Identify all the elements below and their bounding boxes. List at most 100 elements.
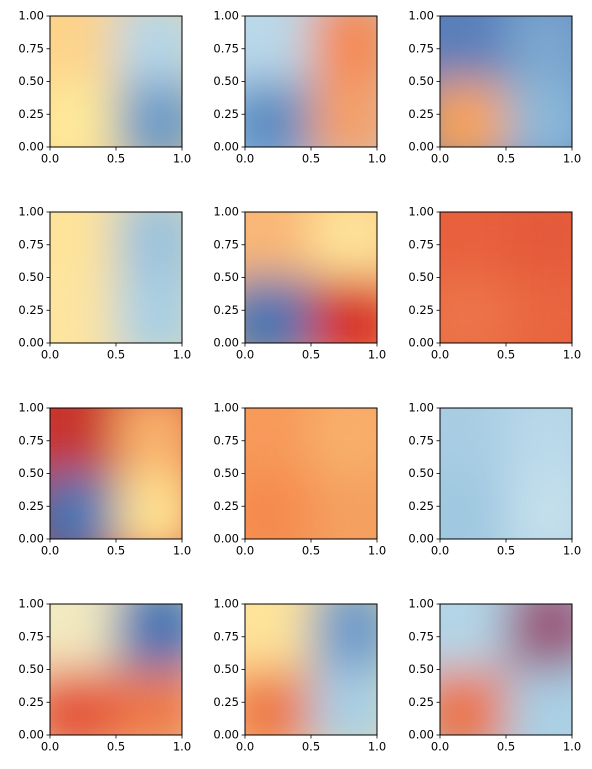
color-patch <box>50 408 116 474</box>
heatmap-image <box>50 16 182 147</box>
panel: 0.0 0.5 1.0 0.00 0.25 0.50 0.75 1.00 <box>408 597 581 754</box>
x-tick-label: 0.0 <box>236 152 254 166</box>
x-tick-label: 0.5 <box>107 740 125 754</box>
heatmap-field <box>50 604 182 735</box>
y-tick-label: 0.00 <box>408 140 434 154</box>
heatmap-field <box>440 212 572 343</box>
y-tick-label: 0.25 <box>18 695 44 709</box>
color-patch <box>440 604 506 670</box>
x-tick-label: 0.0 <box>431 740 449 754</box>
y-tick-label: 0.50 <box>408 662 434 676</box>
color-patch <box>116 16 182 82</box>
y-tick-label: 0.25 <box>213 107 239 121</box>
x-tick-label: 1.0 <box>173 544 191 558</box>
y-tick-label: 0.75 <box>18 237 44 251</box>
y-tick-label: 0.00 <box>408 728 434 742</box>
x-tick-label: 1.0 <box>173 740 191 754</box>
panel: 0.0 0.5 1.0 0.00 0.25 0.50 0.75 1.00 <box>18 597 191 754</box>
y-tick-label: 0.25 <box>18 499 44 513</box>
y-tick-label: 0.50 <box>18 466 44 480</box>
y-tick-label: 0.25 <box>408 499 434 513</box>
color-patch <box>245 212 311 278</box>
y-tick-label: 0.00 <box>213 140 239 154</box>
y-tick-label: 1.00 <box>408 9 434 23</box>
color-patch <box>245 473 311 539</box>
heatmap-image <box>440 16 572 147</box>
heatmap-field <box>440 604 572 735</box>
y-tick-label: 0.25 <box>408 695 434 709</box>
heatmap-image <box>50 212 182 343</box>
color-patch <box>506 81 572 147</box>
y-tick-label: 0.00 <box>18 532 44 546</box>
color-patch <box>440 277 506 343</box>
color-patch <box>116 212 182 278</box>
color-patch <box>50 81 116 147</box>
y-tick-label: 0.00 <box>213 336 239 350</box>
x-tick-label: 1.0 <box>368 740 386 754</box>
y-tick-label: 1.00 <box>18 401 44 415</box>
heatmap-image <box>440 212 572 343</box>
x-tick-label: 0.0 <box>236 740 254 754</box>
color-patch <box>506 669 572 735</box>
y-tick-label: 1.00 <box>213 205 239 219</box>
y-tick-label: 0.75 <box>408 433 434 447</box>
x-tick-label: 0.5 <box>302 348 320 362</box>
y-tick-label: 0.75 <box>408 41 434 55</box>
x-tick-label: 0.5 <box>302 740 320 754</box>
y-tick-label: 0.50 <box>213 270 239 284</box>
y-tick-label: 0.50 <box>18 662 44 676</box>
heatmap-field <box>440 16 572 147</box>
color-patch <box>116 669 182 735</box>
y-tick-label: 0.75 <box>18 41 44 55</box>
x-tick-label: 0.0 <box>236 348 254 362</box>
color-patch <box>245 16 311 82</box>
panel: 0.0 0.5 1.0 0.00 0.25 0.50 0.75 1.00 <box>408 205 581 362</box>
heatmap-image <box>245 604 377 735</box>
y-tick-label: 0.50 <box>18 270 44 284</box>
y-tick-label: 0.00 <box>18 728 44 742</box>
color-patch <box>245 604 311 670</box>
heatmap-field <box>245 16 377 147</box>
color-patch <box>245 408 311 474</box>
y-tick-label: 0.50 <box>408 270 434 284</box>
x-tick-label: 1.0 <box>173 152 191 166</box>
x-tick-label: 1.0 <box>173 348 191 362</box>
panel: 0.0 0.5 1.0 0.00 0.25 0.50 0.75 1.00 <box>213 205 386 362</box>
heatmap-image <box>245 16 377 147</box>
color-patch <box>311 277 377 343</box>
color-patch <box>50 277 116 343</box>
color-patch <box>116 604 182 670</box>
panel: 0.0 0.5 1.0 0.00 0.25 0.50 0.75 1.00 <box>408 9 581 166</box>
x-tick-label: 1.0 <box>563 544 581 558</box>
color-patch <box>50 16 116 82</box>
y-tick-label: 1.00 <box>408 401 434 415</box>
color-patch <box>506 212 572 278</box>
x-tick-label: 1.0 <box>368 348 386 362</box>
x-tick-label: 0.0 <box>431 152 449 166</box>
heatmap-field <box>440 408 572 539</box>
color-patch <box>440 16 506 82</box>
y-tick-label: 0.00 <box>18 336 44 350</box>
x-tick-label: 0.5 <box>497 152 515 166</box>
x-tick-label: 0.0 <box>431 544 449 558</box>
y-tick-label: 0.25 <box>213 695 239 709</box>
x-tick-label: 0.0 <box>41 152 59 166</box>
y-tick-label: 1.00 <box>213 401 239 415</box>
y-tick-label: 0.50 <box>213 466 239 480</box>
heatmap-image <box>440 408 572 539</box>
color-patch <box>440 408 506 474</box>
x-tick-label: 0.0 <box>41 544 59 558</box>
panel: 0.0 0.5 1.0 0.00 0.25 0.50 0.75 1.00 <box>213 9 386 166</box>
y-tick-label: 0.75 <box>408 237 434 251</box>
y-tick-label: 1.00 <box>18 9 44 23</box>
y-tick-label: 0.50 <box>408 74 434 88</box>
x-tick-label: 1.0 <box>368 152 386 166</box>
x-tick-label: 1.0 <box>368 544 386 558</box>
x-tick-label: 0.0 <box>236 544 254 558</box>
y-tick-label: 0.00 <box>408 532 434 546</box>
panel: 0.0 0.5 1.0 0.00 0.25 0.50 0.75 1.00 <box>408 401 581 558</box>
color-patch <box>50 604 116 670</box>
panel: 0.0 0.5 1.0 0.00 0.25 0.50 0.75 1.00 <box>18 9 191 166</box>
panel: 0.0 0.5 1.0 0.00 0.25 0.50 0.75 1.00 <box>18 401 191 558</box>
y-tick-label: 0.00 <box>213 728 239 742</box>
